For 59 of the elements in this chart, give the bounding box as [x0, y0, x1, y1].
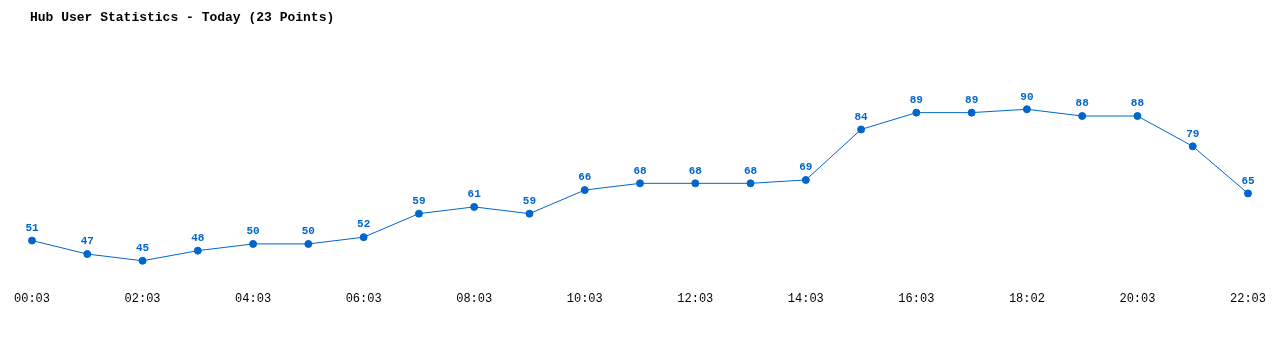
data-label: 88	[1130, 97, 1145, 110]
point	[414, 209, 423, 218]
x-tick-label: 02:03	[124, 291, 161, 306]
data-label: 89	[965, 93, 979, 106]
data-label: 59	[412, 194, 426, 207]
point	[1022, 105, 1031, 114]
data-label: 84	[854, 110, 869, 123]
chart-title: Hub User Statistics - Today (23 Points)	[30, 10, 335, 26]
x-tick-label: 14:03	[787, 291, 824, 306]
data-label: 59	[522, 194, 537, 207]
data-label: 45	[135, 242, 150, 255]
data-label: 68	[688, 164, 703, 177]
data-label: 65	[1241, 174, 1255, 187]
point	[249, 239, 258, 248]
point	[28, 236, 36, 245]
data-label: 50	[301, 225, 315, 238]
x-tick-label: 04:03	[235, 291, 272, 306]
data-label: 68	[743, 164, 758, 177]
data-label: 52	[357, 218, 371, 231]
x-tick-label: 08:03	[456, 291, 493, 306]
point	[857, 125, 866, 134]
point	[83, 250, 92, 259]
x-tick-label: 10:03	[566, 291, 603, 306]
x-tick-label: 16:03	[898, 291, 935, 306]
point	[525, 209, 534, 218]
data-label: 50	[246, 225, 260, 238]
point	[359, 233, 368, 242]
x-tick-label: 22:03	[1229, 291, 1266, 306]
point	[470, 202, 479, 211]
data-label: 47	[80, 235, 94, 248]
point	[193, 246, 202, 255]
point	[304, 239, 313, 248]
data-label: 51	[25, 221, 39, 234]
data-label: 48	[191, 231, 205, 244]
point	[1244, 189, 1252, 198]
point	[1188, 142, 1197, 151]
x-tick-label: 12:03	[677, 291, 714, 306]
data-label: 88	[1075, 97, 1090, 110]
x-tick-label: 00:03	[14, 291, 51, 306]
point	[746, 179, 755, 188]
data-label: 66	[578, 171, 592, 184]
x-tick-label: 06:03	[345, 291, 382, 306]
point	[691, 179, 700, 188]
data-label: 69	[799, 161, 813, 174]
data-label: 61	[467, 188, 482, 201]
point	[636, 179, 644, 188]
point	[138, 256, 147, 265]
data-label: 68	[633, 164, 647, 177]
x-tick-label: 20:03	[1119, 291, 1156, 306]
point	[580, 186, 589, 195]
point	[967, 108, 976, 117]
data-label: 90	[1020, 90, 1034, 103]
data-label: 89	[909, 93, 923, 106]
point	[912, 108, 921, 117]
point	[1133, 112, 1142, 120]
data-label: 79	[1186, 127, 1200, 140]
point	[801, 175, 810, 184]
x-tick-label: 18:02	[1008, 291, 1045, 306]
point	[1078, 112, 1087, 120]
